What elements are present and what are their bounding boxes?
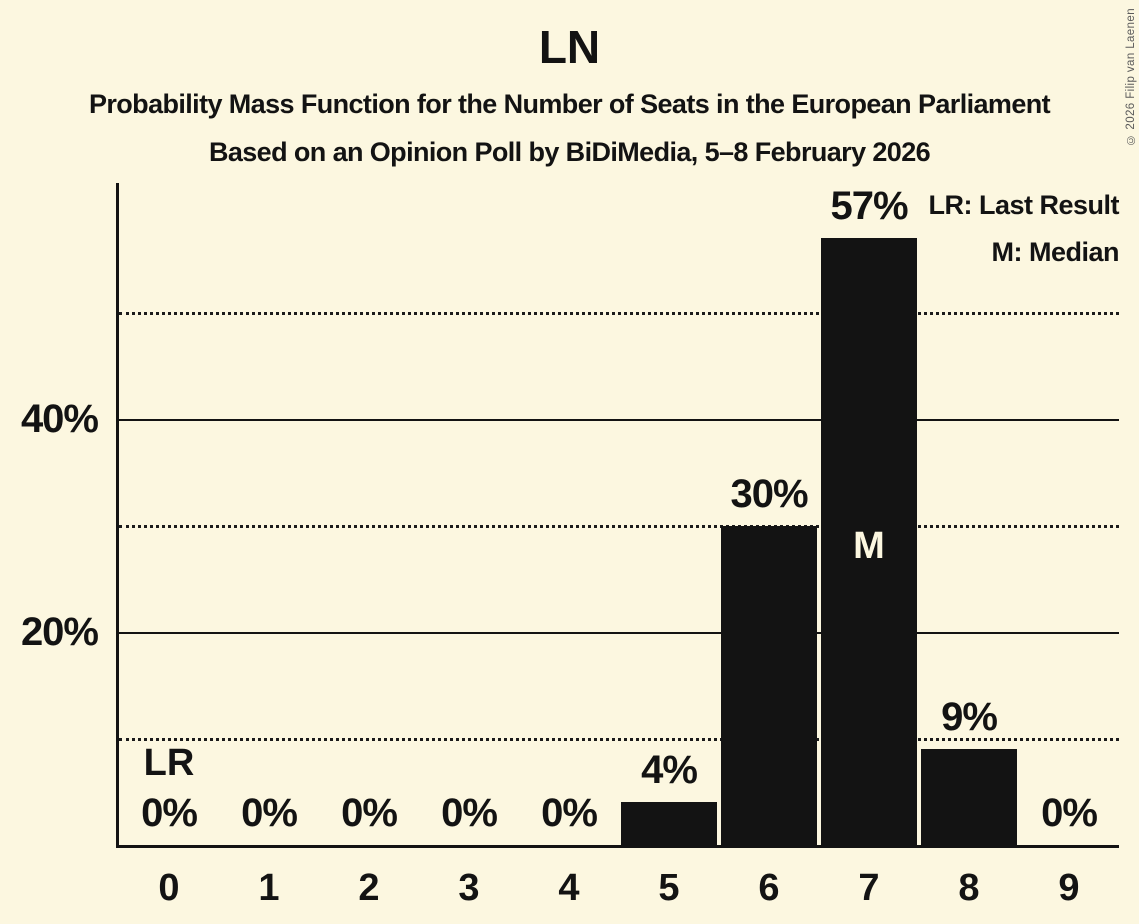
bar-seats-5 (621, 802, 717, 845)
x-tick-label-5: 5 (658, 867, 680, 909)
x-tick-label-8: 8 (958, 867, 980, 909)
legend: LR: Last Result M: Median (928, 182, 1119, 276)
y-tick-label-40: 40% (20, 397, 99, 442)
x-tick-label-1: 1 (258, 867, 280, 909)
bar-value-label-0: 0% (141, 791, 198, 835)
bar-value-label-9: 0% (1041, 791, 1098, 835)
gridline-50pct (119, 311, 1119, 315)
bar-value-label-4: 0% (541, 791, 598, 835)
gridline-40pct (119, 419, 1119, 422)
bar-value-label-3: 0% (441, 791, 498, 835)
x-tick-label-3: 3 (458, 867, 480, 909)
bar-seats-7 (821, 238, 917, 845)
last-result-marker: LR (143, 742, 195, 784)
gridline-20pct (119, 632, 1119, 635)
bar-value-label-8: 9% (941, 695, 998, 740)
x-tick-label-7: 7 (858, 867, 880, 909)
chart-poll-source: Based on an Opinion Poll by BiDiMedia, 5… (208, 137, 931, 167)
bar-value-label-7: 57% (830, 184, 908, 229)
x-tick-label-4: 4 (558, 867, 580, 909)
bar-value-label-1: 0% (241, 791, 298, 835)
median-marker: M (853, 525, 885, 567)
x-tick-label-0: 0 (158, 867, 180, 909)
x-tick-label-6: 6 (758, 867, 780, 909)
bar-value-label-2: 0% (341, 791, 398, 835)
bar-value-label-6: 30% (730, 471, 808, 516)
gridline-10pct (119, 737, 1119, 741)
y-axis-labels: 20% 40% (6, 183, 99, 845)
chart-title: LN (538, 21, 601, 73)
y-tick-label-20: 20% (20, 610, 99, 655)
bar-value-label-5: 4% (641, 748, 698, 793)
legend-median: M: Median (991, 237, 1120, 267)
plot-area: 0% 0% 0% 0% 0% 4% 30% 57% 9% 0% LR M (116, 183, 1119, 848)
bar-seats-6 (721, 525, 817, 845)
copyright-notice: © 2026 Filip van Laenen (1125, 8, 1137, 146)
x-tick-label-2: 2 (358, 867, 380, 909)
x-axis-labels: 0 1 2 3 4 5 6 7 8 9 (119, 848, 1119, 918)
x-tick-label-9: 9 (1058, 867, 1080, 909)
bar-seats-8 (921, 749, 1017, 845)
chart-subtitle: Probability Mass Function for the Number… (88, 89, 1051, 119)
legend-last-result: LR: Last Result (928, 190, 1119, 220)
gridline-30pct (119, 524, 1119, 528)
